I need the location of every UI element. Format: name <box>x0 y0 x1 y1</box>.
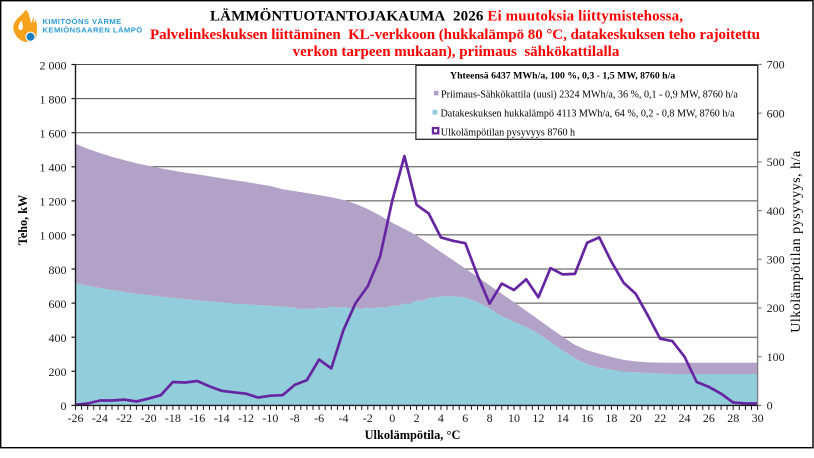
svg-text:-14: -14 <box>214 411 230 425</box>
svg-text:4: 4 <box>438 411 444 425</box>
svg-text:-16: -16 <box>189 411 205 425</box>
svg-text:400: 400 <box>767 204 785 218</box>
svg-text:Ulkolämpötila, °C: Ulkolämpötila, °C <box>365 428 461 442</box>
svg-text:0: 0 <box>61 399 67 413</box>
svg-text:1 800: 1 800 <box>40 92 67 106</box>
svg-text:Ulkolämpötilan pysyvyys, h/a: Ulkolämpötilan pysyvyys, h/a <box>789 150 804 333</box>
svg-text:20: 20 <box>630 411 642 425</box>
svg-text:-4: -4 <box>339 411 349 425</box>
svg-text:2: 2 <box>414 411 420 425</box>
svg-text:-12: -12 <box>238 411 254 425</box>
svg-text:600: 600 <box>767 106 785 120</box>
svg-text:-20: -20 <box>141 411 157 425</box>
svg-text:0: 0 <box>767 399 773 413</box>
svg-text:400: 400 <box>49 331 67 345</box>
svg-text:Palvelinkeskuksen liittäminen: Palvelinkeskuksen liittäminen KL-verkkoo… <box>150 27 760 43</box>
svg-text:14: 14 <box>557 411 569 425</box>
svg-text:700: 700 <box>767 58 785 72</box>
svg-text:18: 18 <box>605 411 617 425</box>
svg-text:24: 24 <box>679 411 691 425</box>
svg-text:KIMITOÖNS VÄRME: KIMITOÖNS VÄRME <box>43 17 122 26</box>
svg-text:10: 10 <box>508 411 520 425</box>
svg-text:28: 28 <box>727 411 739 425</box>
svg-text:0: 0 <box>389 411 395 425</box>
svg-text:1 600: 1 600 <box>40 127 67 141</box>
svg-text:KEMIÖNSAAREN LÄMPÖ: KEMIÖNSAAREN LÄMPÖ <box>43 26 143 35</box>
svg-text:Datakeskuksen hukkalämpö 4113: Datakeskuksen hukkalämpö 4113 MWh/a, 64 … <box>441 108 736 119</box>
svg-text:2 000: 2 000 <box>40 58 67 72</box>
svg-text:Priimaus-Sähkökattila (uusi) 2: Priimaus-Sähkökattila (uusi) 2324 MWh/a,… <box>441 89 738 100</box>
svg-text:30: 30 <box>752 411 764 425</box>
svg-text:1 000: 1 000 <box>40 229 67 243</box>
svg-text:800: 800 <box>49 263 67 277</box>
svg-text:Yhteensä 6437 MWh/a, 100 %, 0,: Yhteensä 6437 MWh/a, 100 %, 0,3 - 1,5 MW… <box>450 71 675 82</box>
svg-text:verkon tarpeen mukaan), priima: verkon tarpeen mukaan), priimaus sähköka… <box>293 44 620 60</box>
svg-text:8: 8 <box>487 411 493 425</box>
svg-text:200: 200 <box>49 365 67 379</box>
svg-text:Ulkolämpötilan pysyvyys 8760 h: Ulkolämpötilan pysyvyys 8760 h <box>441 127 575 138</box>
svg-text:22: 22 <box>654 411 666 425</box>
svg-text:1 200: 1 200 <box>40 195 67 209</box>
svg-text:200: 200 <box>767 301 785 315</box>
svg-text:-8: -8 <box>290 411 300 425</box>
svg-text:-2: -2 <box>363 411 373 425</box>
svg-text:-6: -6 <box>314 411 324 425</box>
svg-text:-26: -26 <box>68 411 84 425</box>
svg-text:26: 26 <box>703 411 715 425</box>
svg-text:LÄMMÖNTUOTANTOJAKAUMA 2026 Ei: LÄMMÖNTUOTANTOJAKAUMA 2026 Ei muutoksia … <box>210 8 683 25</box>
svg-text:6: 6 <box>462 411 468 425</box>
svg-text:-22: -22 <box>116 411 132 425</box>
svg-text:-24: -24 <box>92 411 108 425</box>
svg-text:-18: -18 <box>165 411 181 425</box>
svg-text:16: 16 <box>581 411 593 425</box>
svg-text:12: 12 <box>532 411 544 425</box>
svg-text:500: 500 <box>767 155 785 169</box>
svg-text:1 400: 1 400 <box>40 161 67 175</box>
svg-text:-10: -10 <box>262 411 278 425</box>
svg-text:100: 100 <box>767 350 785 364</box>
svg-text:600: 600 <box>49 297 67 311</box>
svg-text:300: 300 <box>767 253 785 267</box>
svg-text:Teho, kW: Teho, kW <box>16 195 30 245</box>
